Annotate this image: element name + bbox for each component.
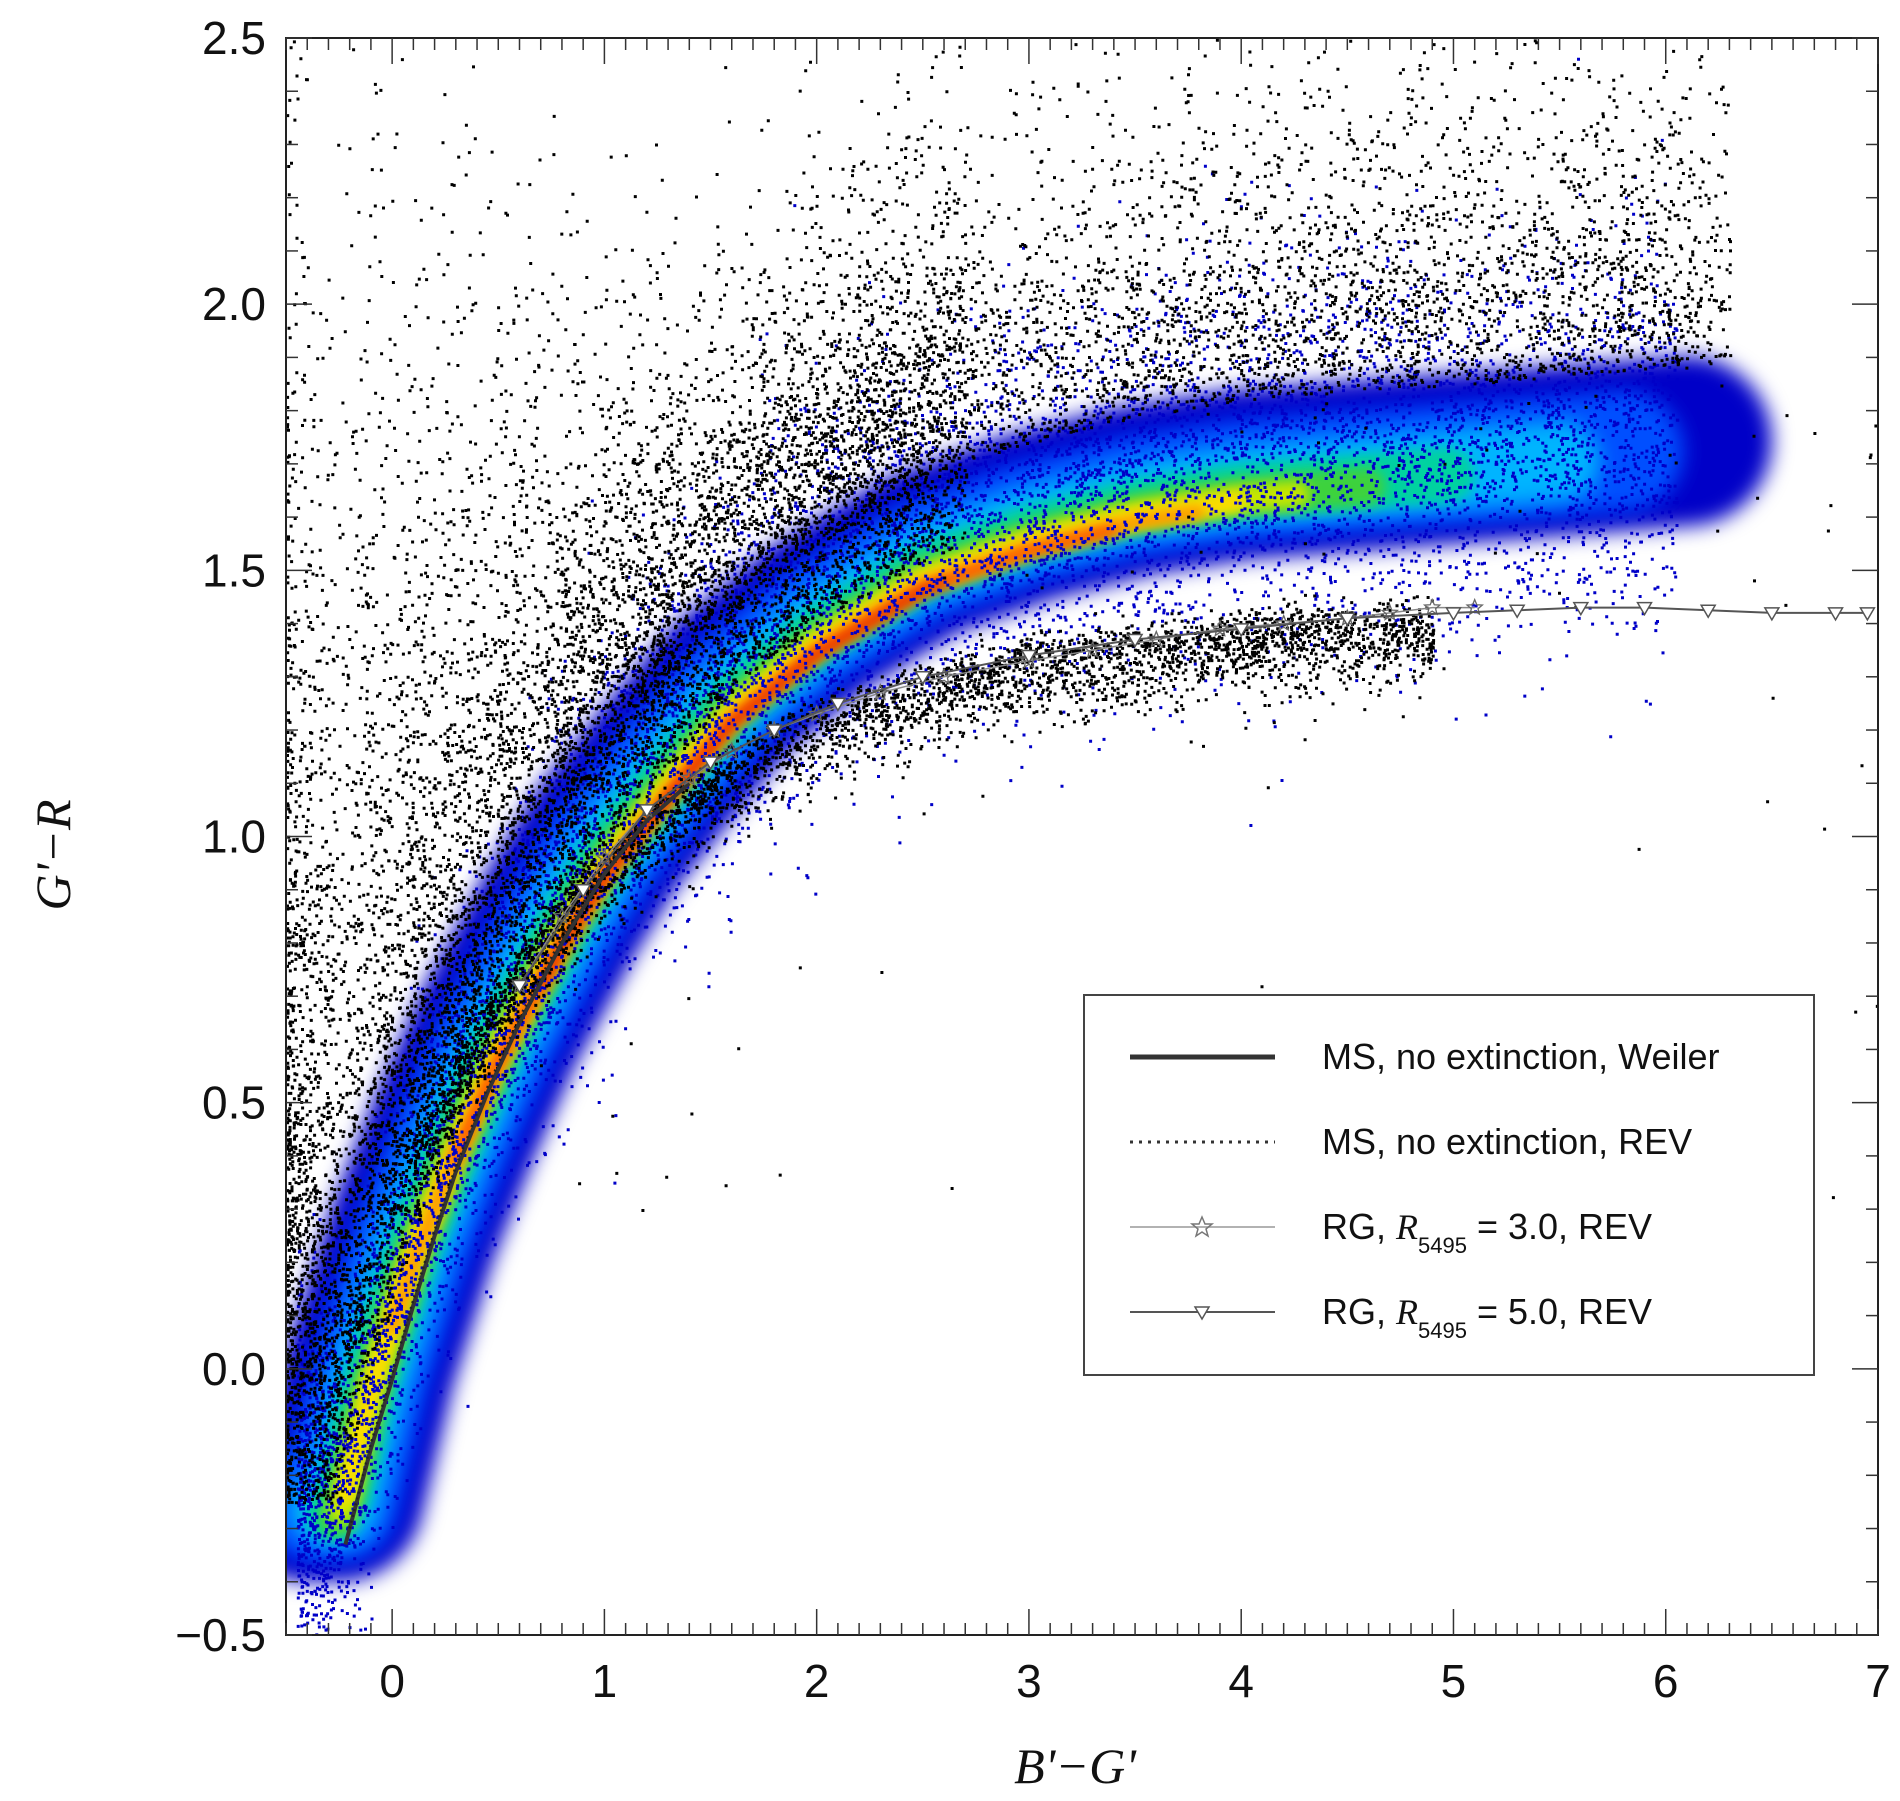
plot-area [286, 38, 1878, 1635]
series-2-point [680, 768, 699, 786]
series-0-line [343, 781, 691, 1546]
x-tick-label: 2 [804, 1655, 830, 1707]
x-tick-label: 7 [1865, 1655, 1891, 1707]
x-tick-label: 1 [592, 1655, 618, 1707]
model-curves [343, 597, 1876, 1546]
series-0 [343, 781, 691, 1546]
y-tick-label: 0.5 [202, 1077, 266, 1129]
y-tick-label: −0.5 [175, 1609, 266, 1661]
legend-label-rg-50: RG, R5495 = 5.0, REV [1322, 1291, 1652, 1343]
series-2-point [1019, 651, 1039, 669]
x-axis-label: B'−G' [1014, 1738, 1137, 1794]
series-3-point [829, 697, 847, 712]
series-3-point [638, 804, 656, 819]
x-tick-label: 5 [1441, 1655, 1467, 1707]
y-axis-label: G'−R [25, 799, 81, 910]
series-2-point [1274, 613, 1293, 632]
x-tick-label: 4 [1228, 1655, 1254, 1707]
series-3-point [511, 979, 528, 995]
series-3-point [574, 883, 592, 899]
legend-label-ms-weiler: MS, no extinction, Weiler [1322, 1036, 1720, 1077]
series-3-point [1699, 604, 1717, 619]
series-1-line [348, 776, 691, 1529]
series-3-point [914, 671, 932, 686]
series-3-point [1232, 623, 1250, 638]
tick-marks [285, 37, 1879, 1636]
series-3-point [1636, 601, 1653, 617]
series-2-point [807, 704, 826, 722]
legend: MS, no extinction, Weiler MS, no extinct… [1083, 994, 1815, 1376]
series-3-point [702, 756, 719, 771]
y-tick-label: 2.0 [202, 278, 266, 330]
series-3-point [765, 724, 783, 739]
series-3-point [1339, 612, 1356, 627]
series-3-point [1126, 633, 1144, 649]
series-3-point [1827, 607, 1844, 622]
y-tick-label: 2.5 [202, 12, 266, 64]
series-2-point [1210, 619, 1230, 637]
y-tick-label: 1.0 [202, 811, 266, 863]
x-tick-label: 6 [1653, 1655, 1679, 1707]
x-tick-label: 0 [379, 1655, 405, 1707]
series-3-point [1020, 649, 1038, 664]
series-1 [348, 776, 691, 1529]
star-marker-icon [1189, 1215, 1215, 1238]
legend-label-rg-30: RG, R5495 = 3.0, REV [1322, 1206, 1652, 1258]
y-tick-label: 1.5 [202, 544, 266, 596]
series-3-point [1859, 607, 1876, 622]
axes: 0 1 2 3 4 5 6 7 −0.5 0.0 0.5 1.0 1.5 2.0 2.5 [175, 12, 1891, 1707]
series-3 [511, 601, 1876, 995]
series-3-point [1508, 604, 1526, 619]
series-3-point [1572, 601, 1590, 617]
series-2-point [1422, 597, 1442, 616]
series-3-point [1445, 607, 1462, 622]
y-tick-label: 0.0 [202, 1343, 266, 1395]
x-tick-label: 3 [1016, 1655, 1042, 1707]
legend-label-ms-rev: MS, no extinction, REV [1322, 1121, 1692, 1162]
series-3-point [1763, 607, 1781, 622]
triangle-marker-icon [1193, 1306, 1211, 1321]
series-2-point [871, 683, 890, 701]
